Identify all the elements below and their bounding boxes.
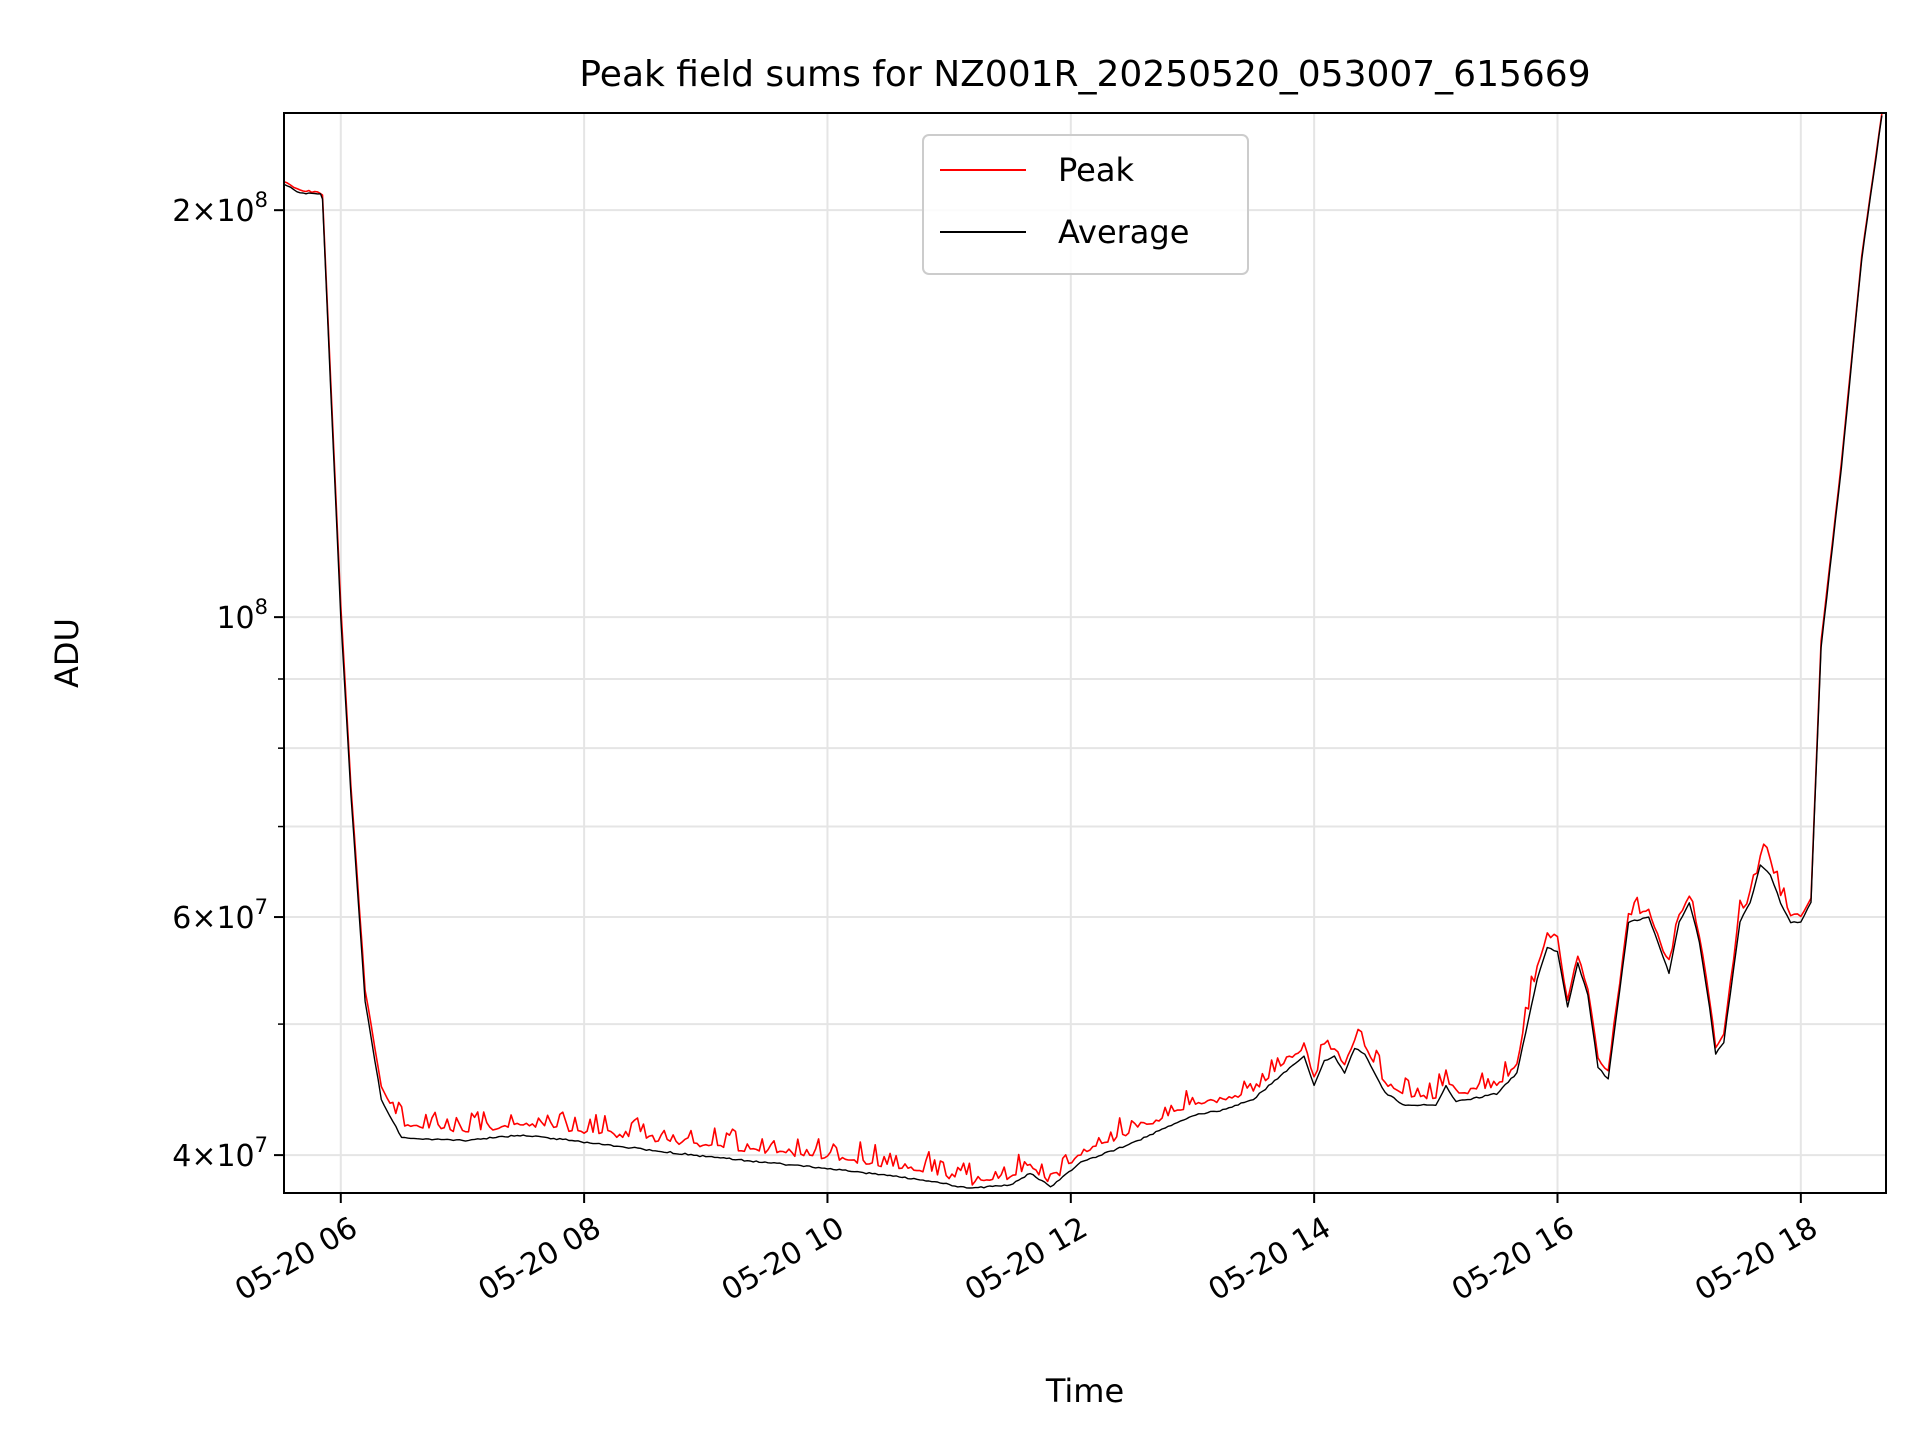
legend: Peak Average bbox=[922, 134, 1249, 275]
legend-label-average: Average bbox=[1058, 213, 1189, 251]
x-tick-label: 05-20 18 bbox=[1689, 1210, 1823, 1308]
plot-area bbox=[283, 112, 1887, 1194]
x-tick-label: 05-20 16 bbox=[1446, 1210, 1580, 1308]
x-tick-label: 05-20 06 bbox=[229, 1210, 363, 1308]
gridlines bbox=[284, 113, 1886, 1193]
series-line-average bbox=[284, 115, 1883, 1189]
legend-label-peak: Peak bbox=[1058, 151, 1134, 189]
x-axis-label: Time bbox=[1045, 1372, 1124, 1410]
y-tick-label: 4×107 bbox=[172, 1133, 268, 1174]
x-tick-label: 05-20 14 bbox=[1203, 1210, 1337, 1308]
y-axis-label: ADU bbox=[48, 618, 86, 688]
y-axis: 4×107 6×107 108 2×108 bbox=[172, 188, 284, 1174]
y-tick-label: 108 bbox=[216, 595, 268, 636]
x-tick-label: 05-20 08 bbox=[473, 1210, 607, 1308]
y-tick-label: 6×107 bbox=[172, 895, 268, 936]
y-tick-label: 2×108 bbox=[172, 188, 268, 229]
x-axis: 05-20 06 05-20 08 05-20 10 05-20 12 05-20 14… bbox=[229, 1193, 1824, 1308]
plot-frame bbox=[283, 112, 1887, 1194]
x-tick-label: 05-20 12 bbox=[959, 1210, 1093, 1308]
series-line-peak bbox=[284, 113, 1883, 1186]
chart-title: Peak field sums for NZ001R_20250520_0530… bbox=[579, 54, 1590, 95]
x-tick-label: 05-20 10 bbox=[716, 1210, 850, 1308]
